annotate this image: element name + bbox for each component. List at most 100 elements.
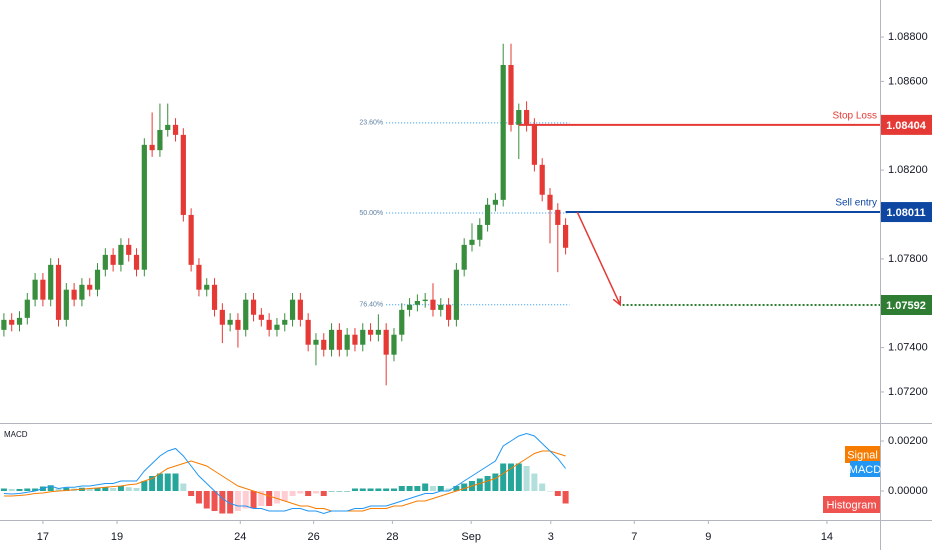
- candle-body: [336, 329, 342, 350]
- candle-body: [24, 299, 30, 318]
- histogram-bar: [531, 473, 538, 491]
- histogram-bar: [63, 487, 70, 491]
- level-box: [881, 202, 932, 223]
- candle-body: [219, 309, 225, 325]
- histogram-bar: [219, 491, 226, 514]
- candle-body: [71, 289, 77, 300]
- y-tick-label: 1.08600: [888, 75, 928, 87]
- candle-body: [1, 319, 7, 330]
- histogram-bar: [398, 486, 405, 491]
- histogram-bar: [0, 488, 7, 491]
- candle-body: [94, 269, 101, 290]
- legend-box: [850, 461, 880, 477]
- candle-body: [297, 299, 303, 320]
- candle-body: [110, 254, 116, 265]
- candle-body: [133, 254, 140, 270]
- histogram-bar: [234, 491, 241, 511]
- candle-body: [344, 334, 350, 350]
- histogram-bar: [8, 489, 15, 491]
- histogram-bar: [437, 486, 444, 491]
- candle-body: [406, 304, 413, 310]
- histogram-bar: [492, 473, 499, 491]
- histogram-bar: [328, 491, 335, 492]
- candle-body: [40, 279, 46, 300]
- level-box: [881, 294, 932, 315]
- histogram-bar: [281, 491, 288, 501]
- y-tick-label: 0.00000: [888, 485, 928, 497]
- arrow-head: [612, 295, 622, 307]
- candle-body: [227, 319, 233, 325]
- candle-body: [165, 124, 171, 130]
- histogram-bar: [180, 483, 187, 491]
- histogram-bar: [445, 488, 452, 491]
- candle-body: [188, 214, 194, 265]
- candle-body: [438, 304, 444, 310]
- histogram-bar: [250, 491, 257, 509]
- candle-body: [430, 299, 436, 310]
- histogram-bar: [476, 478, 483, 491]
- candle-body: [383, 329, 389, 355]
- histogram-bar: [55, 488, 62, 491]
- histogram-bar: [453, 486, 460, 491]
- histogram-bar: [227, 491, 234, 514]
- candle-body: [461, 244, 467, 270]
- candle-body: [367, 329, 374, 335]
- fib-label: 76.40%: [359, 302, 383, 309]
- candle-body: [204, 284, 210, 290]
- legend-box: [845, 446, 880, 463]
- histogram-bar: [32, 488, 39, 491]
- candle-body: [172, 124, 179, 135]
- histogram-bar: [24, 488, 31, 491]
- candle-body: [492, 199, 498, 205]
- candle-body: [523, 110, 530, 125]
- histogram-bar: [383, 488, 390, 491]
- x-tick-label: Sep: [461, 531, 481, 543]
- candle-body: [250, 299, 257, 315]
- legend-box: [823, 496, 880, 513]
- histogram-bar: [484, 476, 491, 491]
- legend-label: Histogram: [826, 499, 876, 511]
- candle-body: [9, 319, 15, 325]
- histogram-bar: [125, 487, 132, 491]
- candle-body: [282, 319, 288, 325]
- candle-body: [79, 284, 85, 300]
- candle-body: [180, 134, 186, 215]
- histogram-bar: [507, 463, 514, 491]
- histogram-bar: [547, 491, 553, 492]
- candle-body: [352, 334, 358, 345]
- histogram-bar: [211, 491, 218, 511]
- histogram-bar: [16, 489, 23, 491]
- candle-body: [563, 224, 569, 248]
- histogram-bar: [86, 488, 93, 491]
- histogram-bar: [422, 483, 429, 491]
- histogram-bar: [110, 488, 117, 491]
- x-tick-label: 17: [37, 531, 49, 543]
- candle-body: [313, 339, 319, 345]
- x-tick-label: 26: [307, 531, 319, 543]
- histogram-bar: [554, 491, 561, 496]
- histogram-bar: [367, 488, 374, 491]
- histogram-bar: [351, 488, 358, 491]
- candle-body: [328, 329, 335, 350]
- histogram-bar: [156, 473, 163, 491]
- projection-arrow: [576, 211, 621, 306]
- candle-body: [289, 299, 296, 320]
- histogram-bar: [289, 491, 296, 496]
- y-tick-label: 1.08200: [888, 164, 928, 176]
- legend-label: MACD: [849, 464, 881, 476]
- histogram-bar: [320, 491, 327, 496]
- candle-body: [126, 244, 132, 255]
- histogram-bar: [258, 491, 265, 506]
- level-name: Stop Loss: [833, 111, 877, 122]
- fib-label: 23.60%: [359, 120, 383, 127]
- level-price: 1.08011: [886, 207, 925, 219]
- histogram-bar: [312, 491, 319, 494]
- candle-body: [445, 304, 452, 320]
- histogram-bar: [203, 491, 210, 509]
- candle-body: [453, 269, 459, 320]
- candle-body: [16, 317, 23, 325]
- candle-body: [258, 314, 264, 320]
- x-tick-label: 19: [111, 531, 123, 543]
